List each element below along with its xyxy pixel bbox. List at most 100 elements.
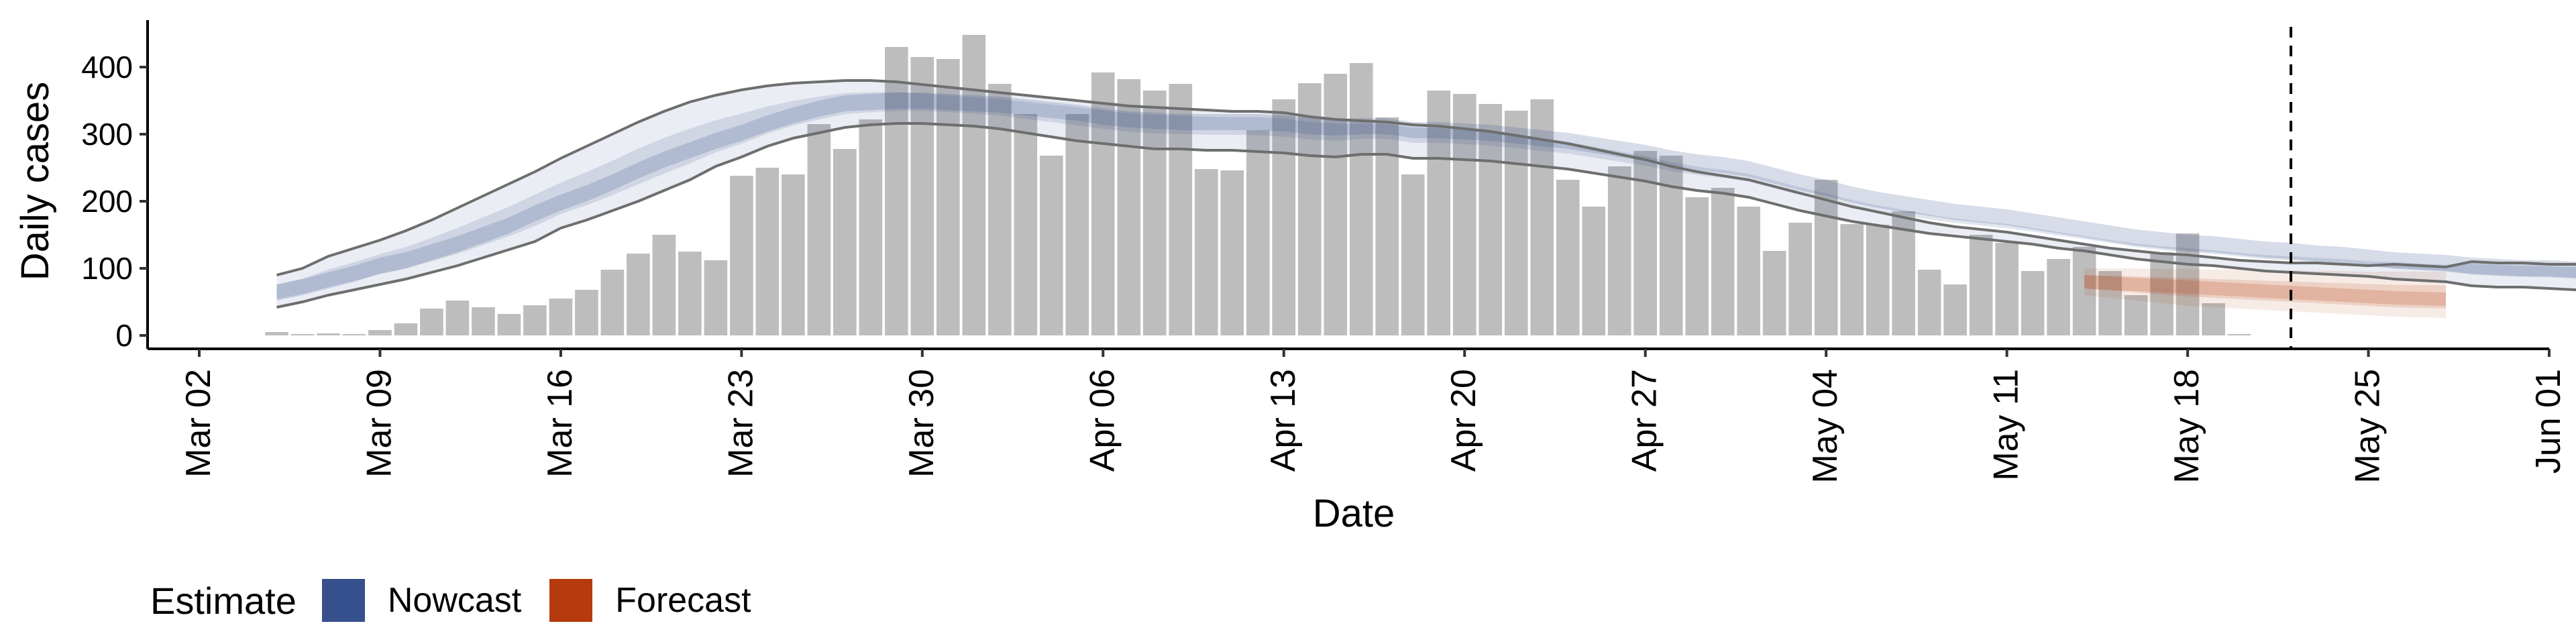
bar xyxy=(1737,207,1760,335)
bar xyxy=(1711,188,1735,335)
bar xyxy=(859,119,883,335)
bar xyxy=(1866,225,1890,335)
y-axis-title: Daily cases xyxy=(13,82,57,281)
bar xyxy=(885,47,908,335)
bar xyxy=(936,59,960,335)
forecast-core-band xyxy=(2084,275,2447,306)
legend-label-nowcast: Nowcast xyxy=(387,581,522,620)
y-tick-label: 300 xyxy=(81,117,133,152)
bar xyxy=(317,333,340,335)
nowcast-core-band xyxy=(276,93,2576,301)
y-tick-label: 0 xyxy=(115,318,133,353)
bar xyxy=(497,314,521,335)
x-tick-label: Mar 09 xyxy=(360,369,398,478)
bar xyxy=(1504,111,1528,335)
bar xyxy=(1014,114,1038,335)
x-axis-title: Date xyxy=(1313,492,1395,535)
bar xyxy=(2072,247,2096,335)
bar xyxy=(1272,99,1296,335)
bar xyxy=(2227,334,2251,335)
bar xyxy=(1324,74,1348,335)
x-tick-label: Mar 23 xyxy=(721,369,760,478)
bar xyxy=(290,334,315,335)
bar xyxy=(1607,166,1631,335)
bar xyxy=(962,35,986,335)
bar xyxy=(1969,235,1993,335)
bar xyxy=(600,270,625,335)
cases-chart: 0 100 200 300 400 Mar 02 Mar 09 Mar 16 Mar 23 Mar… xyxy=(13,20,2576,535)
bar xyxy=(833,149,857,335)
bar xyxy=(523,305,547,335)
bar xyxy=(472,307,495,335)
nowcast-lower-line xyxy=(276,122,2576,309)
x-tick-label: May 11 xyxy=(1987,369,2026,481)
legend-key-nowcast xyxy=(321,579,365,622)
lines-layer xyxy=(276,27,2576,349)
x-tick-label: May 25 xyxy=(2349,369,2387,484)
bar xyxy=(2098,271,2122,335)
forecast-outer-band xyxy=(2084,268,2447,318)
bar xyxy=(1762,251,1786,335)
x-tick-label: Jun 01 xyxy=(2529,369,2568,474)
bar xyxy=(1479,104,1503,335)
bar xyxy=(1995,243,2019,335)
x-tick-label: Mar 30 xyxy=(902,369,941,478)
bar xyxy=(910,57,934,335)
bar xyxy=(1892,211,1915,335)
nowcast-mid-band xyxy=(276,92,2576,299)
bar xyxy=(394,323,418,335)
bar xyxy=(1091,72,1115,335)
x-tick-label: Apr 06 xyxy=(1083,369,1122,472)
y-tick-label: 200 xyxy=(81,184,133,219)
bar xyxy=(2021,271,2045,335)
x-tick-label: Mar 16 xyxy=(541,369,580,478)
bar xyxy=(2202,303,2225,335)
bar xyxy=(1039,156,1063,335)
x-tick-label: Mar 02 xyxy=(179,369,218,478)
bar xyxy=(342,334,366,335)
bar xyxy=(652,235,676,335)
forecast-mid-band xyxy=(2084,275,2447,309)
bar xyxy=(1685,197,1709,335)
bar xyxy=(1582,207,1606,335)
bar xyxy=(1788,223,1812,335)
y-tick-label: 100 xyxy=(81,251,133,286)
x-tick-label: Apr 13 xyxy=(1264,369,1303,472)
bar xyxy=(575,290,598,335)
legend: Estimate Nowcast Forecast xyxy=(150,577,780,624)
legend-title: Estimate xyxy=(150,579,297,622)
bar xyxy=(1427,91,1451,335)
x-tick-label: Apr 27 xyxy=(1625,369,1664,472)
axes-layer: 0 100 200 300 400 Mar 02 Mar 09 Mar 16 Mar 23 Mar… xyxy=(81,20,2568,484)
bar xyxy=(1917,270,1941,335)
bar xyxy=(755,168,780,335)
bar xyxy=(627,254,650,335)
bar xyxy=(1297,83,1322,335)
bar xyxy=(1556,180,1580,335)
bar xyxy=(1169,84,1193,335)
bar xyxy=(1220,170,1244,335)
bar xyxy=(2150,252,2174,335)
bar xyxy=(1349,63,1373,335)
bar xyxy=(730,176,753,335)
y-tick-label: 400 xyxy=(81,50,133,85)
bar xyxy=(420,309,443,335)
bar xyxy=(1194,169,1218,335)
bar xyxy=(2124,295,2148,335)
bar xyxy=(807,124,831,335)
nowcast-upper-line xyxy=(276,79,2576,276)
bar xyxy=(2176,233,2200,335)
legend-label-forecast: Forecast xyxy=(615,581,751,620)
bar xyxy=(1840,224,1864,335)
bar xyxy=(1401,174,1425,335)
bar xyxy=(445,301,470,335)
bar xyxy=(368,330,392,335)
x-tick-label: May 18 xyxy=(2167,369,2206,484)
bar xyxy=(1814,180,1838,335)
bar xyxy=(678,252,702,335)
bar xyxy=(1452,94,1477,335)
bar xyxy=(782,174,805,335)
x-tick-label: Apr 20 xyxy=(1444,369,1483,472)
bar xyxy=(265,332,288,335)
